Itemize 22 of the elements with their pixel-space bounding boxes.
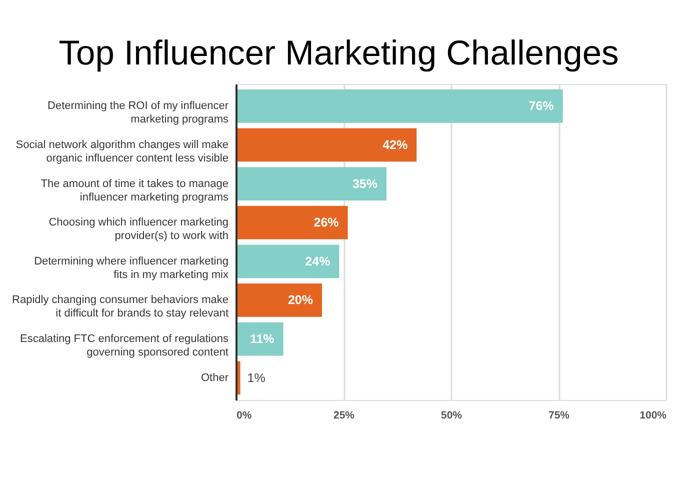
y-tick-label: Other [200,372,229,384]
y-tick-label: Social network algorithm changes will make organic influencer content less visible [16,138,228,164]
y-tick-label: Escalating FTC enforcement of regulations governing sponsored content [20,333,229,359]
data-label: 20% [288,293,313,308]
data-label: 76% [528,99,554,114]
y-tick-label: Choosing which influencer marketing provider(s) to work with [48,216,228,242]
x-tick-label: 50% [440,410,463,422]
data-label: 11% [250,332,274,346]
data-label: 24% [305,254,330,268]
x-tick-label: 0% [236,410,252,422]
x-tick-label: 75% [548,410,570,422]
y-tick-label: Determining the ROI of my influencer marketing programs [48,100,229,126]
y-tick-label: Rapidly changing consumer behaviors make it difficult for brands to stay relevant [12,294,228,320]
y-tick-label: Determining where influencer marketing fits in my marketing mix [34,255,229,281]
x-tick-label: 100% [640,410,668,422]
x-tick-label: 25% [333,410,356,422]
y-tick-label: The amount of time it takes to manage influencer marketing programs [40,178,229,204]
data-label: 42% [382,138,408,152]
chart-title: Top Influencer Marketing Challenges [58,34,619,72]
data-label: 1% [247,370,266,385]
data-label: 26% [314,216,339,230]
data-label: 35% [352,176,378,191]
